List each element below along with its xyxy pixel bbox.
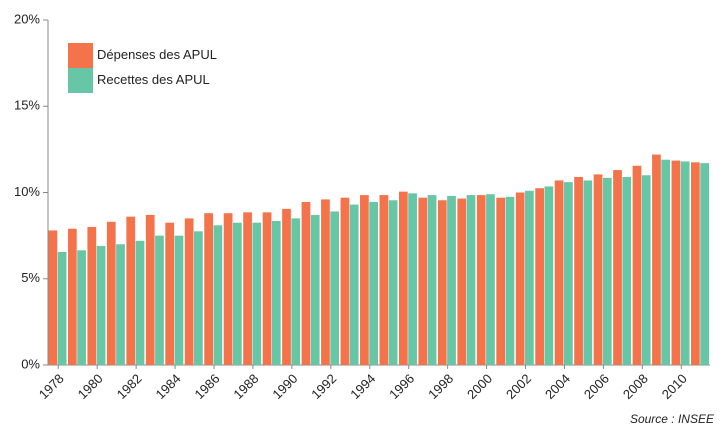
y-tick-label: 5% — [21, 270, 40, 285]
x-tick-label: 1992 — [308, 371, 339, 402]
bar — [505, 196, 515, 365]
bar — [213, 225, 223, 365]
bar — [613, 170, 622, 365]
bar — [622, 176, 632, 365]
bar — [466, 195, 476, 365]
bar — [252, 222, 262, 365]
bar — [632, 165, 642, 365]
x-tick-label: 1982 — [114, 371, 145, 402]
bar — [67, 228, 77, 365]
x-tick-label: 1986 — [191, 371, 222, 402]
legend-label: Recettes des APUL — [97, 72, 210, 87]
x-tick-label: 1990 — [269, 371, 300, 402]
bar — [204, 213, 213, 365]
x-tick-label: 2004 — [542, 371, 573, 402]
bar — [583, 180, 593, 365]
bar — [544, 186, 554, 365]
bar — [525, 190, 534, 365]
bar — [418, 197, 428, 365]
bar — [194, 231, 203, 365]
bar — [106, 221, 116, 365]
bar — [574, 176, 583, 365]
bar — [360, 195, 369, 365]
x-tick-label: 1980 — [75, 371, 106, 402]
bar — [563, 182, 573, 365]
bar — [271, 220, 281, 365]
bar — [515, 192, 525, 365]
bar — [340, 197, 350, 365]
bar — [135, 240, 145, 365]
bar — [184, 218, 194, 365]
bar — [116, 244, 125, 365]
bar — [602, 177, 612, 365]
bar — [680, 161, 690, 365]
bar — [155, 235, 164, 365]
bar — [349, 204, 359, 365]
x-tick-label: 1996 — [386, 371, 417, 402]
legend-label: Dépenses des APUL — [97, 47, 217, 62]
bar — [661, 159, 671, 365]
bar — [535, 188, 544, 365]
bar — [398, 191, 408, 365]
bar — [700, 163, 709, 365]
source-note: Source : INSEE — [630, 412, 715, 426]
bar — [57, 252, 67, 365]
bar — [593, 174, 603, 365]
bar — [437, 200, 447, 365]
bar — [388, 200, 398, 365]
bar — [174, 235, 184, 365]
bar — [379, 195, 389, 365]
x-tick-label: 1994 — [347, 371, 378, 402]
bar — [48, 230, 58, 365]
bar — [496, 197, 506, 365]
bar — [165, 222, 175, 365]
x-tick-label: 2010 — [659, 371, 690, 402]
bar — [310, 214, 320, 365]
y-tick-label: 20% — [14, 11, 40, 26]
bar — [369, 201, 378, 365]
bar — [223, 213, 233, 365]
bar — [321, 199, 330, 365]
bar — [291, 218, 301, 365]
y-tick-label: 15% — [14, 98, 40, 113]
bar — [476, 195, 486, 365]
legend-swatch — [68, 43, 93, 68]
x-tick-label: 1978 — [36, 371, 67, 402]
bar — [262, 212, 272, 365]
x-tick-label: 2008 — [620, 371, 651, 402]
bar — [427, 195, 437, 365]
y-tick-label: 0% — [21, 356, 40, 371]
bar — [671, 160, 681, 365]
bar — [282, 208, 291, 365]
y-tick-label: 10% — [14, 184, 40, 199]
bar — [77, 250, 86, 365]
bar — [243, 212, 252, 365]
bar — [691, 162, 700, 365]
bar — [87, 227, 97, 365]
x-tick-label: 2006 — [581, 371, 612, 402]
x-tick-label: 2002 — [503, 371, 534, 402]
bar — [96, 245, 106, 365]
bar — [145, 214, 155, 365]
x-tick-label: 2000 — [464, 371, 495, 402]
bar — [408, 193, 417, 365]
bar — [330, 211, 340, 365]
bar — [652, 154, 661, 365]
x-tick-label: 1988 — [230, 371, 261, 402]
bar — [641, 175, 651, 365]
bar — [486, 194, 495, 365]
bar — [232, 222, 242, 365]
bar — [447, 195, 456, 365]
legend-swatch — [68, 68, 93, 93]
x-tick-label: 1984 — [153, 371, 184, 402]
bar — [457, 198, 467, 365]
bar — [301, 201, 311, 365]
bar — [554, 180, 564, 365]
bar — [126, 216, 136, 365]
x-tick-label: 1998 — [425, 371, 456, 402]
